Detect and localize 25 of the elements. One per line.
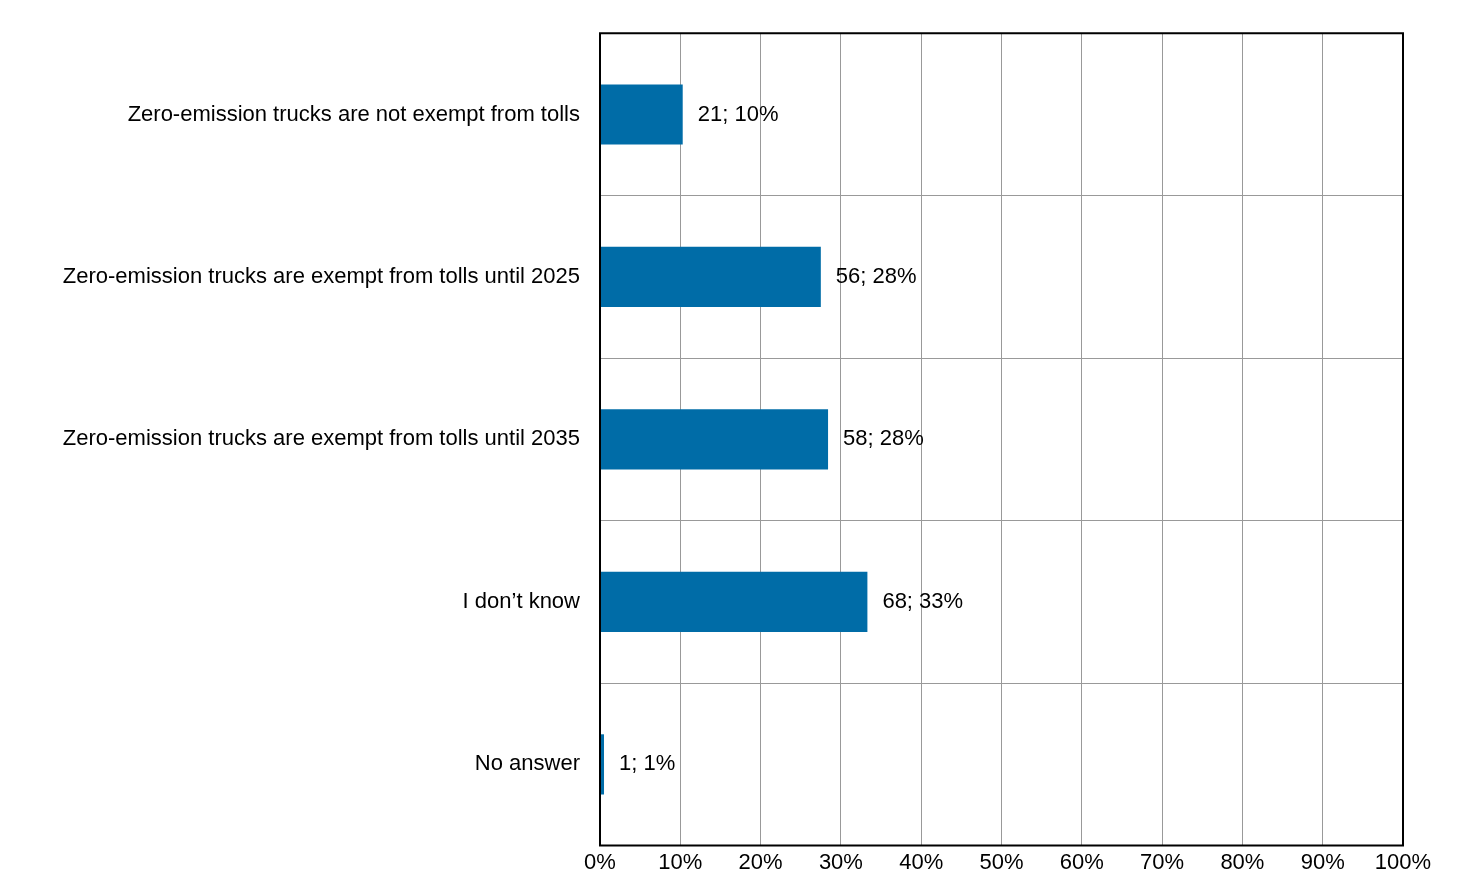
x-tick-label: 0% (584, 848, 616, 874)
data-label: 1; 1% (619, 750, 676, 776)
x-tick-label: 20% (738, 848, 783, 874)
y-tick-label: No answer (474, 750, 580, 776)
y-tick-label: Zero-emission trucks are exempt from tolls until 2035 (62, 425, 580, 451)
bar (600, 84, 683, 145)
bar (600, 409, 829, 470)
bar (600, 246, 821, 307)
x-tick-label: 70% (1140, 848, 1185, 874)
bar (600, 571, 868, 632)
data-label: 56; 28% (835, 262, 917, 288)
x-tick-label: 90% (1300, 848, 1345, 874)
data-label: 68; 33% (882, 587, 964, 613)
x-tick-label: 40% (899, 848, 944, 874)
data-label: 21; 10% (697, 100, 779, 126)
y-tick-label: Zero-emission trucks are exempt from tolls until 2025 (62, 262, 580, 288)
x-tick-label: 10% (658, 848, 703, 874)
y-tick-label: Zero-emission trucks are not exempt from tolls (127, 100, 580, 126)
data-label: 58; 28% (843, 425, 924, 451)
y-tick-label: I don’t know (462, 587, 581, 613)
x-tick-label: 30% (818, 848, 863, 874)
x-tick-label: 100% (1374, 848, 1432, 874)
x-tick-label: 80% (1220, 848, 1265, 874)
x-tick-label: 60% (1059, 848, 1104, 874)
x-tick-label: 50% (979, 848, 1024, 874)
